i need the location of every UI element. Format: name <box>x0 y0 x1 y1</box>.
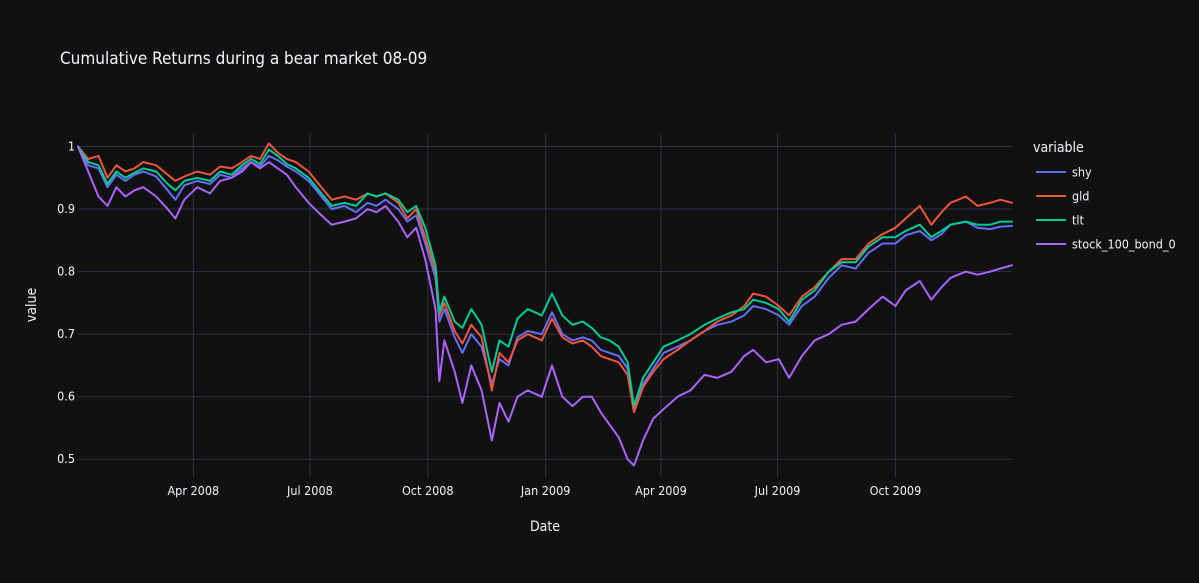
y-tick-label: 0.5 <box>57 451 75 466</box>
y-axis-ticks: 0.5 0.6 0.7 0.8 0.9 1 <box>57 139 75 467</box>
x-tick-label: Oct 2009 <box>870 483 922 498</box>
x-tick-label: Jul 2008 <box>286 483 333 498</box>
x-axis-title: Date <box>530 519 560 535</box>
x-axis-ticks: Apr 2008 Jul 2008 Oct 2008 Jan 2009 Apr 2009… <box>167 483 921 498</box>
legend-label: tlt <box>1072 213 1085 228</box>
legend-item-tlt[interactable]: tlt <box>1036 213 1085 228</box>
x-tick-label: Jan 2009 <box>520 483 571 498</box>
series-line-stock_100_bond_0[interactable] <box>77 145 1013 467</box>
y-tick-label: 0.6 <box>57 389 75 404</box>
x-tick-label: Jul 2009 <box>754 483 801 498</box>
legend-item-stock_100_bond_0[interactable]: stock_100_bond_0 <box>1036 237 1176 252</box>
x-tick-label: Apr 2009 <box>635 483 687 498</box>
series-line-tlt[interactable] <box>77 145 1013 408</box>
chart-title: Cumulative Returns during a bear market … <box>60 49 427 69</box>
legend-item-gld[interactable]: gld <box>1036 189 1089 204</box>
legend-label: stock_100_bond_0 <box>1072 237 1176 252</box>
y-tick-label: 0.9 <box>57 201 75 216</box>
y-tick-label: 0.7 <box>57 326 75 341</box>
y-tick-label: 0.8 <box>57 264 75 279</box>
y-tick-label: 1 <box>68 139 75 154</box>
legend-label: gld <box>1072 189 1089 204</box>
y-axis-title: value <box>24 288 40 323</box>
legend-title: variable <box>1033 140 1084 156</box>
legend-label: shy <box>1072 165 1092 180</box>
series-lines[interactable] <box>77 142 1013 467</box>
legend-item-shy[interactable]: shy <box>1036 165 1092 180</box>
x-tick-label: Apr 2008 <box>167 483 219 498</box>
series-line-shy[interactable] <box>77 145 1013 411</box>
legend[interactable]: variable shy gld tlt stock_100_bond_0 <box>1033 140 1176 252</box>
x-tick-label: Oct 2008 <box>402 483 454 498</box>
